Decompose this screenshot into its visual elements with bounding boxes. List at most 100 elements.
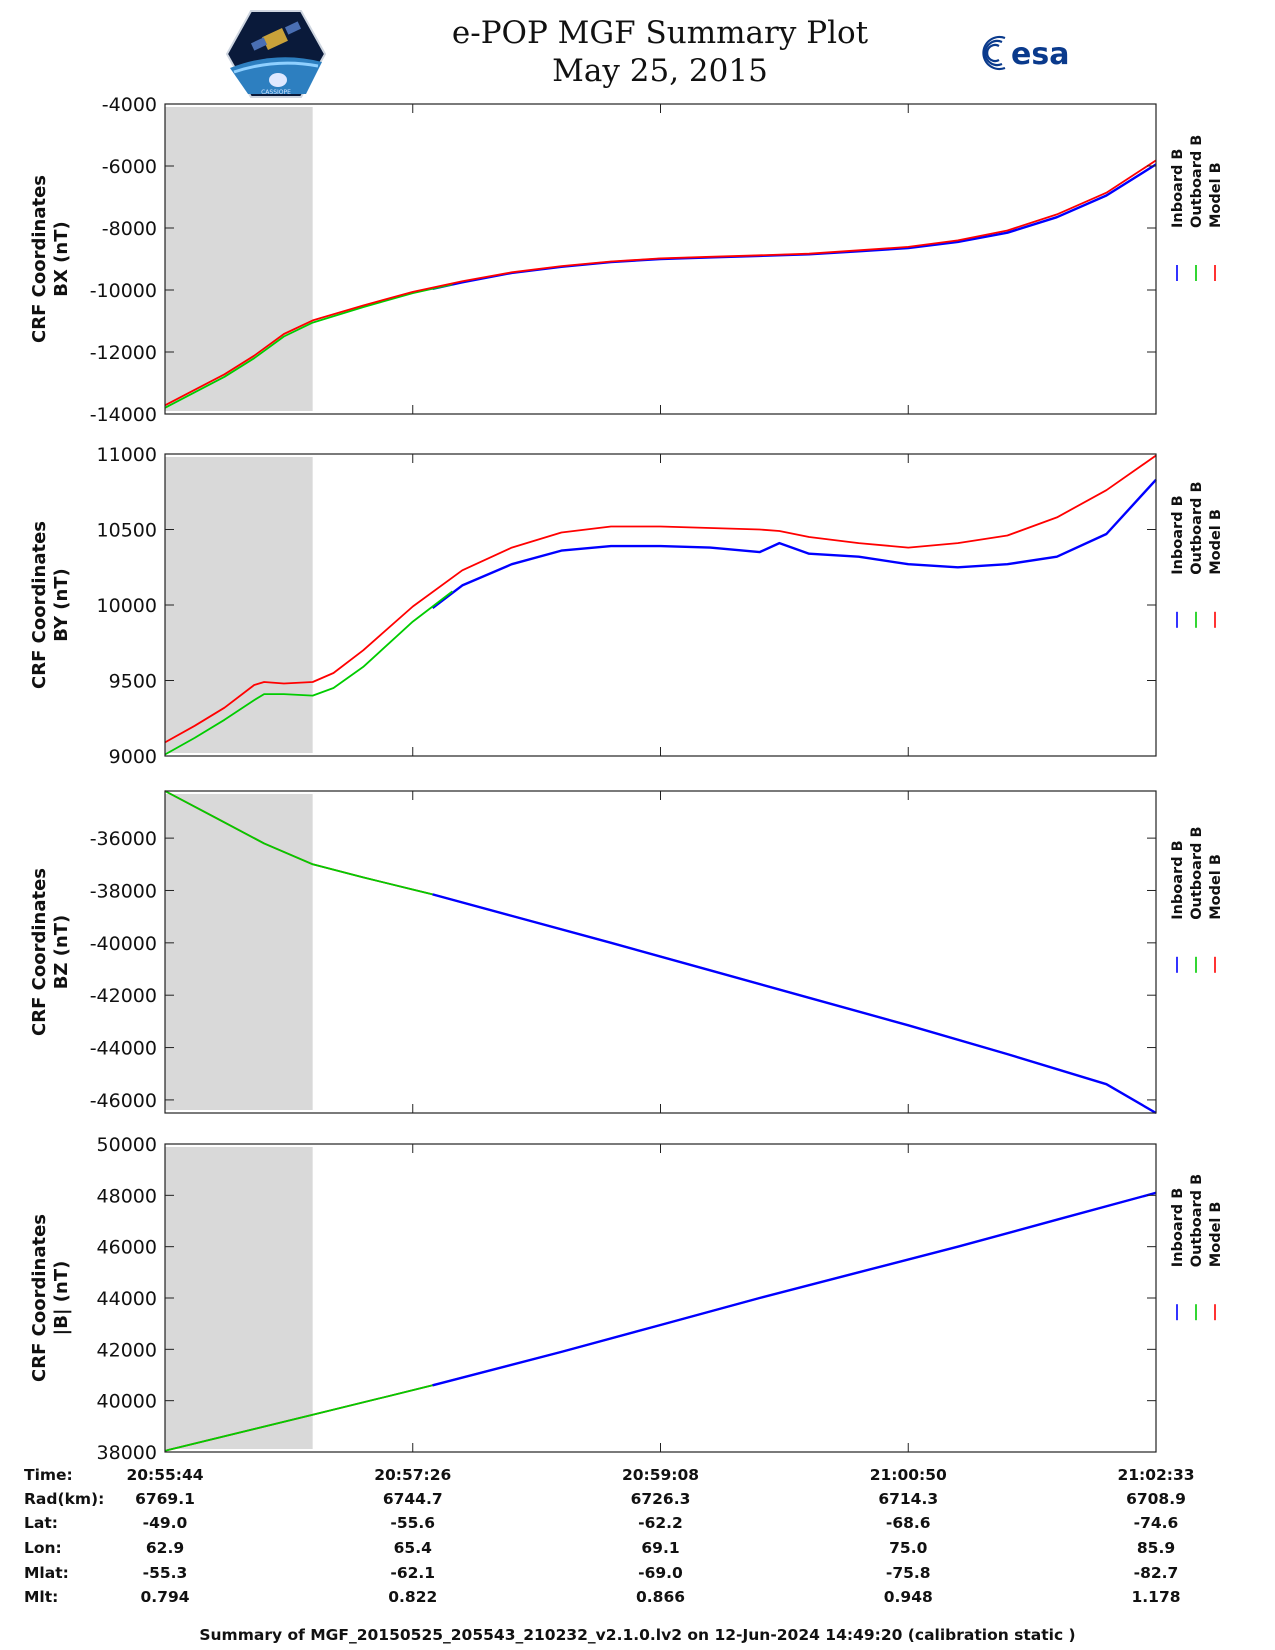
plot-frame	[164, 1143, 1157, 1453]
table-cell: 20:55:44	[126, 1466, 203, 1484]
y-tick-label: -44000	[90, 1038, 157, 1060]
table-row-label: Lat:	[24, 1514, 58, 1532]
y-tick-label: -12000	[90, 342, 157, 364]
y-tick-label: -8000	[102, 218, 157, 240]
axis-info-table: Time: Rad(km): Lat: Lon: Mlat: Mlt: 20:55:44 67…	[24, 1466, 1195, 1606]
esa-logo: esa	[982, 35, 1069, 72]
calibration-shade	[165, 1147, 313, 1449]
legend-label: Model B	[1208, 854, 1224, 920]
y-axis-label-line: |B| (nT)	[51, 1261, 72, 1336]
y-axis-label-line: CRF Coordinates	[29, 521, 50, 689]
plot-frame	[164, 453, 1157, 757]
table-cell: 6714.3	[878, 1490, 938, 1508]
table-cell: -82.7	[1134, 1564, 1179, 1582]
table-cell: -62.1	[390, 1564, 435, 1582]
plot-frame	[164, 790, 1157, 1114]
series-line-outboard-b	[164, 1384, 433, 1452]
series-line-inboard-b	[432, 893, 1157, 1115]
series-line-model-b	[164, 454, 1157, 744]
table-cell: 75.0	[889, 1539, 927, 1557]
y-axis-label: CRF CoordinatesBZ (nT)	[29, 868, 72, 1036]
y-tick-label: 40000	[97, 1391, 157, 1413]
cassiope-logo: CASSIOPE	[226, 10, 326, 98]
y-axis-label-line: CRF Coordinates	[29, 1214, 50, 1382]
table-row-label: Lon:	[24, 1539, 62, 1557]
series-line-model-b	[164, 1191, 1157, 1452]
title-line-2: May 25, 2015	[552, 53, 768, 89]
y-axis-label: CRF CoordinatesBX (nT)	[29, 175, 72, 343]
y-tick-label: 38000	[97, 1442, 157, 1464]
y-tick-label: 11000	[97, 444, 157, 466]
y-tick-label: 42000	[97, 1339, 157, 1361]
series-line-model-b	[164, 790, 1157, 1114]
legend-label: Model B	[1208, 509, 1224, 575]
legend-label: Model B	[1208, 162, 1224, 228]
calibration-shade	[165, 794, 313, 1110]
legend-label: Outboard B	[1189, 1174, 1205, 1267]
table-cell: 69.1	[641, 1539, 679, 1557]
panel-bz: -36000 -38000 -40000 -42000 -44000 -46000 CRF …	[29, 790, 1224, 1115]
y-axis-label-line: BY (nT)	[51, 568, 72, 642]
svg-text:CASSIOPE: CASSIOPE	[261, 89, 291, 96]
y-tick-label: -6000	[102, 156, 157, 178]
table-row-label: Rad(km):	[24, 1490, 104, 1508]
series-line-inboard-b	[431, 478, 1157, 609]
series-line-inboard-b	[432, 163, 1157, 290]
legend-label: Inboard B	[1170, 495, 1186, 574]
series-line-outboard-b	[164, 590, 453, 756]
table-cell: 65.4	[394, 1539, 432, 1557]
legend-label: Inboard B	[1170, 149, 1186, 228]
panel-bx: -4000 -6000 -8000 -10000 -12000 -14000 CRF Coo…	[29, 94, 1224, 426]
title-line-1: e-POP MGF Summary Plot	[451, 15, 869, 51]
legend-label: Inboard B	[1170, 1188, 1186, 1267]
series-line-model-b	[164, 159, 1157, 407]
y-tick-label: 48000	[97, 1185, 157, 1207]
series-line-outboard-b	[164, 790, 433, 896]
y-tick-label: 10500	[97, 520, 157, 542]
table-cell: 0.822	[388, 1588, 437, 1606]
plot-title: e-POP MGF Summary Plot May 25, 2015	[330, 14, 990, 90]
table-cell: 21:02:33	[1117, 1466, 1194, 1484]
table-cell: 85.9	[1137, 1539, 1175, 1557]
y-tick-label: -38000	[90, 880, 157, 902]
calibration-shade	[165, 457, 313, 753]
legend-label: Outboard B	[1189, 481, 1205, 574]
legend-label: Inboard B	[1170, 840, 1186, 919]
footer-caption: Summary of MGF_20150525_205543_210232_v2…	[199, 1626, 1076, 1644]
y-tick-label: 44000	[97, 1288, 157, 1310]
table-cell: 6769.1	[135, 1490, 195, 1508]
y-tick-label: -46000	[90, 1090, 157, 1112]
table-cell: 1.178	[1131, 1588, 1180, 1606]
table-cell: 20:57:26	[374, 1466, 451, 1484]
table-cell: -69.0	[638, 1564, 683, 1582]
table-cell: -49.0	[143, 1514, 188, 1532]
table-cell: -55.6	[390, 1514, 435, 1532]
y-tick-label: 50000	[97, 1134, 157, 1156]
table-cell: -62.2	[638, 1514, 683, 1532]
table-cell: -68.6	[886, 1514, 931, 1532]
y-tick-label: -14000	[90, 404, 157, 426]
legend-label: Outboard B	[1189, 826, 1205, 919]
legend-label: Outboard B	[1189, 135, 1205, 228]
table-row-label: Mlat:	[24, 1564, 69, 1582]
y-tick-label: 10000	[97, 595, 157, 617]
table-cell: -74.6	[1134, 1514, 1179, 1532]
y-axis-label-line: CRF Coordinates	[29, 868, 50, 1036]
y-tick-label: -40000	[90, 933, 157, 955]
y-axis-label-line: BX (nT)	[51, 221, 72, 296]
table-row-label: Mlt:	[24, 1588, 58, 1606]
table-cell: -75.8	[886, 1564, 931, 1582]
table-cell: -55.3	[143, 1564, 188, 1582]
table-cell: 6708.9	[1126, 1490, 1186, 1508]
table-cell: 21:00:50	[870, 1466, 947, 1484]
table-cell: 62.9	[146, 1539, 184, 1557]
y-tick-label: -36000	[90, 828, 157, 850]
y-axis-label: CRF CoordinatesBY (nT)	[29, 521, 72, 689]
legend-label: Model B	[1208, 1202, 1224, 1268]
y-tick-label: 46000	[97, 1237, 157, 1259]
y-tick-label: -42000	[90, 985, 157, 1007]
y-axis-label-line: CRF Coordinates	[29, 175, 50, 343]
panel-by: 11000 10500 10000 9500 9000 CRF CoordinatesBY…	[29, 444, 1224, 768]
table-cell: 20:59:08	[622, 1466, 699, 1484]
